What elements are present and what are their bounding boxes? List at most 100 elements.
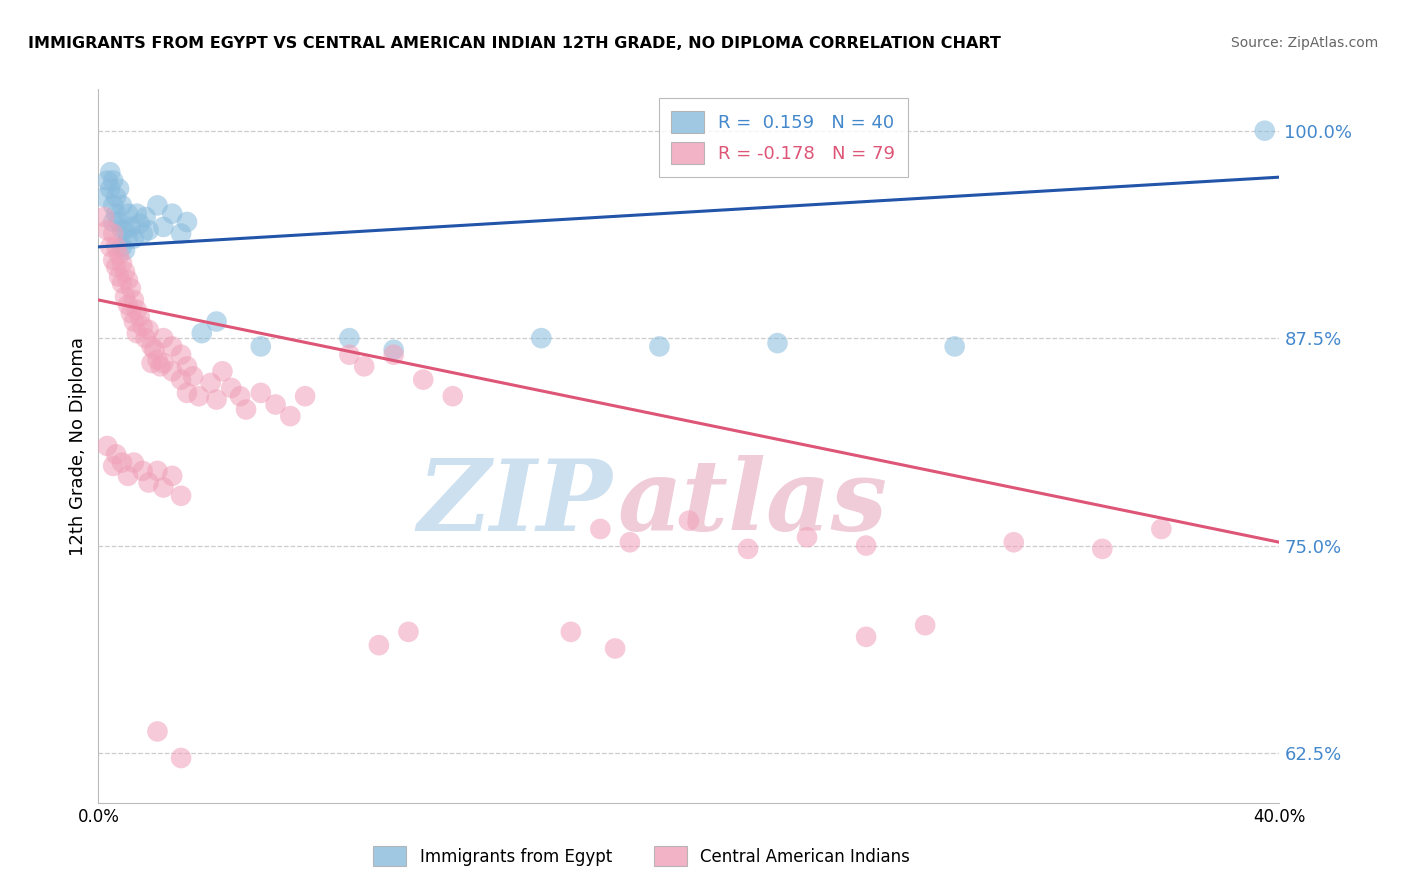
Point: [117, 231, 139, 245]
Point: [530, 331, 553, 345]
Point: [135, 331, 157, 345]
Point: [170, 373, 193, 387]
Point: [146, 352, 169, 367]
Point: [368, 638, 391, 652]
Point: [339, 331, 361, 345]
Point: [105, 207, 128, 221]
Point: [648, 339, 671, 353]
Point: [108, 182, 131, 196]
Point: [149, 359, 172, 374]
Point: [108, 248, 131, 262]
Point: [229, 389, 252, 403]
Point: [353, 359, 375, 374]
Point: [152, 481, 174, 495]
Point: [117, 298, 139, 312]
Point: [441, 389, 464, 403]
Point: [138, 475, 160, 490]
Point: [111, 240, 134, 254]
Text: IMMIGRANTS FROM EGYPT VS CENTRAL AMERICAN INDIAN 12TH GRADE, NO DIPLOMA CORRELAT: IMMIGRANTS FROM EGYPT VS CENTRAL AMERICA…: [28, 36, 1001, 51]
Point: [191, 326, 214, 340]
Point: [162, 364, 183, 378]
Point: [235, 402, 257, 417]
Point: [111, 256, 134, 270]
Point: [122, 456, 145, 470]
Point: [143, 343, 166, 357]
Point: [138, 223, 160, 237]
Point: [98, 165, 121, 179]
Point: [132, 227, 155, 241]
Point: [855, 630, 877, 644]
Point: [111, 456, 134, 470]
Point: [146, 198, 169, 212]
Point: [125, 326, 148, 340]
Point: [98, 182, 121, 196]
Point: [152, 331, 174, 345]
Point: [1254, 124, 1277, 138]
Point: [117, 207, 139, 221]
Point: [108, 269, 131, 284]
Point: [560, 624, 582, 639]
Point: [128, 310, 150, 324]
Point: [103, 253, 125, 268]
Point: [98, 240, 121, 254]
Point: [103, 215, 125, 229]
Point: [250, 339, 273, 353]
Point: [250, 385, 273, 400]
Point: [678, 514, 700, 528]
Point: [280, 409, 302, 424]
Point: [176, 359, 198, 374]
Point: [187, 389, 209, 403]
Point: [105, 260, 128, 274]
Point: [132, 464, 155, 478]
Point: [221, 381, 243, 395]
Point: [117, 273, 139, 287]
Point: [93, 190, 115, 204]
Point: [382, 348, 405, 362]
Point: [108, 215, 131, 229]
Point: [114, 290, 136, 304]
Point: [122, 231, 145, 245]
Point: [128, 217, 150, 231]
Point: [211, 364, 233, 378]
Point: [117, 468, 139, 483]
Point: [737, 541, 759, 556]
Point: [146, 464, 169, 478]
Point: [114, 223, 136, 237]
Point: [120, 219, 142, 234]
Point: [339, 348, 361, 362]
Point: [294, 389, 316, 403]
Point: [103, 173, 125, 187]
Point: [141, 339, 163, 353]
Point: [122, 314, 145, 328]
Point: [162, 339, 183, 353]
Point: [205, 314, 228, 328]
Point: [96, 223, 118, 237]
Point: [1091, 541, 1114, 556]
Point: [114, 265, 136, 279]
Point: [382, 343, 405, 357]
Point: [605, 641, 627, 656]
Point: [122, 293, 145, 307]
Point: [943, 339, 966, 353]
Point: [111, 198, 134, 212]
Point: [855, 539, 877, 553]
Point: [125, 207, 148, 221]
Point: [200, 376, 222, 390]
Point: [152, 356, 174, 370]
Point: [103, 227, 125, 241]
Point: [170, 489, 193, 503]
Point: [205, 392, 228, 407]
Point: [176, 215, 198, 229]
Point: [114, 243, 136, 257]
Point: [105, 447, 128, 461]
Point: [162, 468, 183, 483]
Point: [132, 319, 155, 334]
Y-axis label: 12th Grade, No Diploma: 12th Grade, No Diploma: [69, 336, 87, 556]
Point: [125, 302, 148, 317]
Point: [103, 198, 125, 212]
Point: [162, 207, 183, 221]
Point: [796, 530, 818, 544]
Point: [141, 356, 163, 370]
Point: [170, 751, 193, 765]
Point: [93, 210, 115, 224]
